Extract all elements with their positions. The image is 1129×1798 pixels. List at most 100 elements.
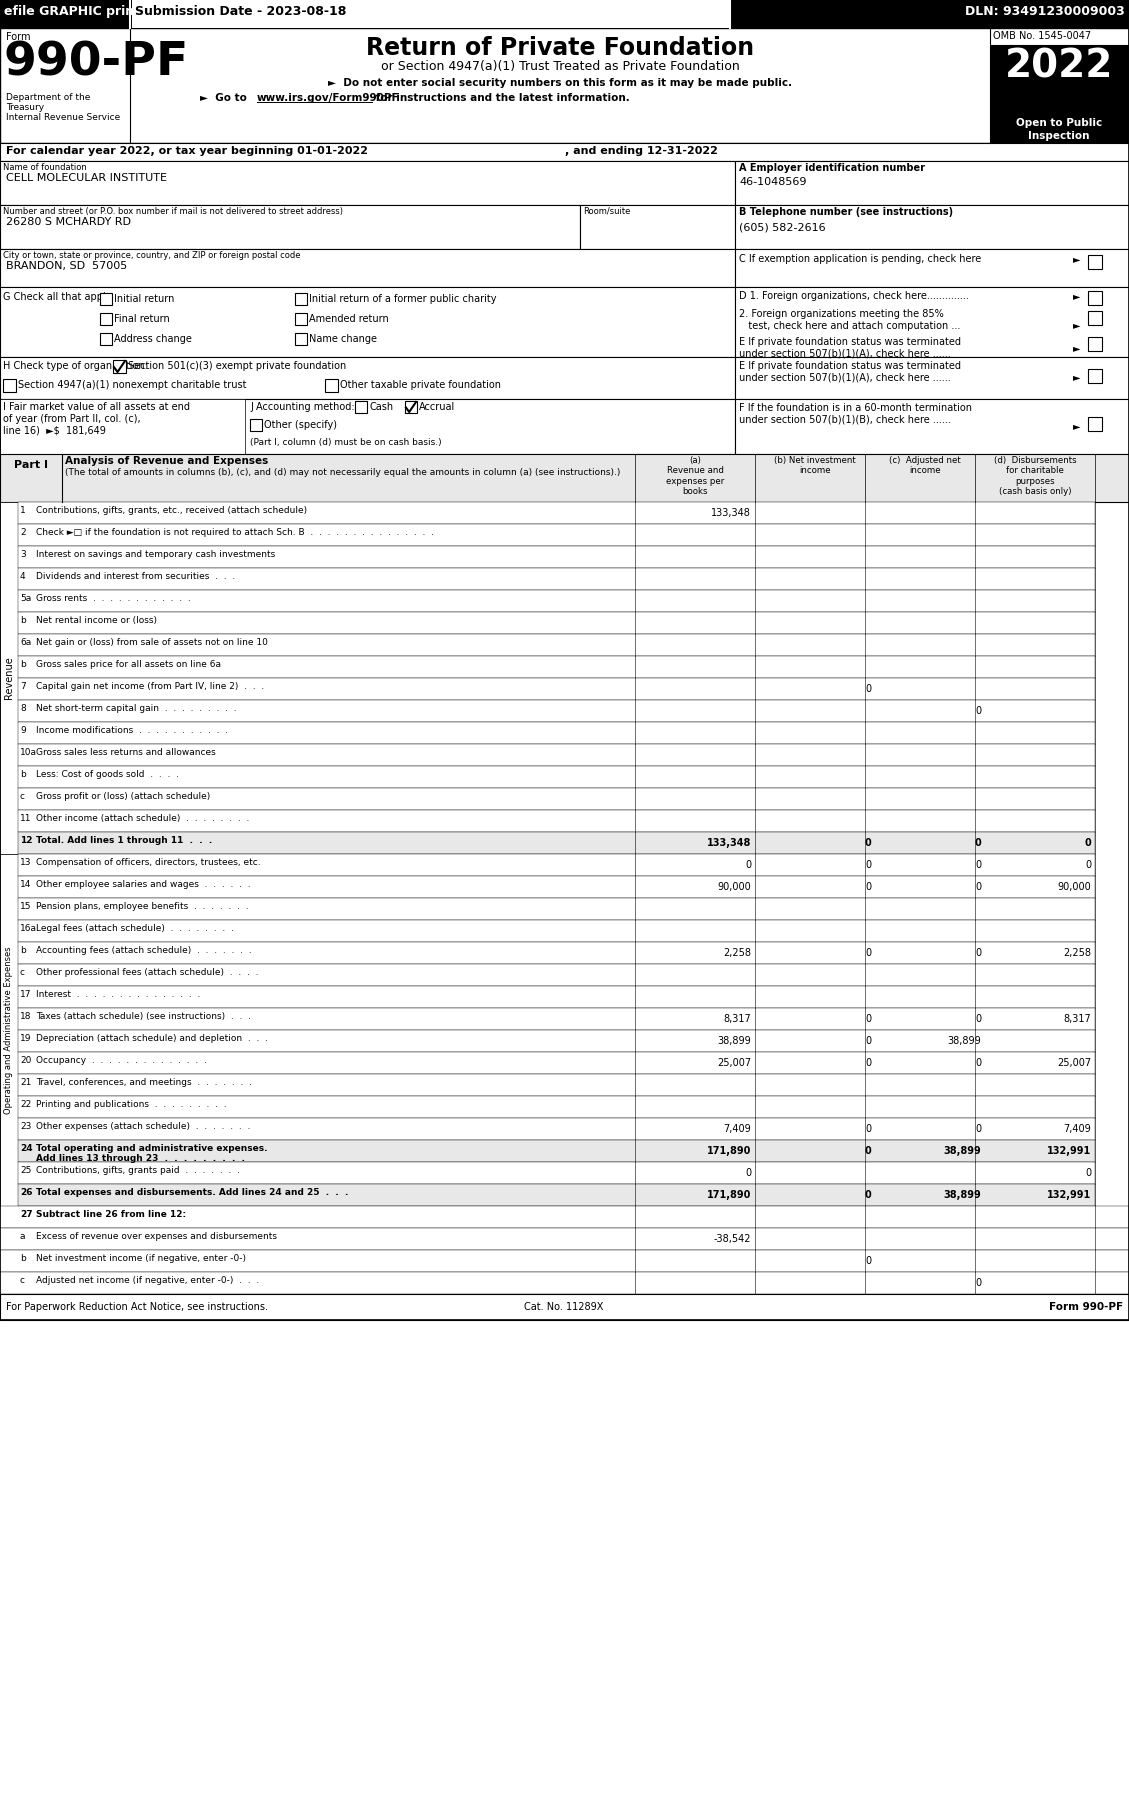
Text: b: b xyxy=(20,770,26,779)
Text: 2,258: 2,258 xyxy=(1064,948,1091,958)
Text: 0: 0 xyxy=(1085,859,1091,870)
Text: ►: ► xyxy=(1073,291,1080,300)
Text: Net short-term capital gain  .  .  .  .  .  .  .  .  .: Net short-term capital gain . . . . . . … xyxy=(36,705,237,714)
Text: Legal fees (attach schedule)  .  .  .  .  .  .  .  .: Legal fees (attach schedule) . . . . . .… xyxy=(36,924,234,933)
Text: 11: 11 xyxy=(20,814,32,823)
Text: 13: 13 xyxy=(20,858,32,867)
Bar xyxy=(18,1052,1095,1073)
Text: ►: ► xyxy=(1073,254,1080,264)
Text: 20: 20 xyxy=(20,1055,32,1064)
Text: Compensation of officers, directors, trustees, etc.: Compensation of officers, directors, tru… xyxy=(36,858,261,867)
Text: Other income (attach schedule)  .  .  .  .  .  .  .  .: Other income (attach schedule) . . . . .… xyxy=(36,814,250,823)
Bar xyxy=(18,1140,1095,1162)
Bar xyxy=(18,723,1095,744)
Text: Gross rents  .  .  .  .  .  .  .  .  .  .  .  .: Gross rents . . . . . . . . . . . . xyxy=(36,593,191,602)
Text: (605) 582-2616: (605) 582-2616 xyxy=(739,221,825,232)
Text: 9: 9 xyxy=(20,726,26,735)
Text: www.irs.gov/Form990PF: www.irs.gov/Form990PF xyxy=(257,93,400,102)
Text: 0: 0 xyxy=(974,1014,981,1025)
Bar xyxy=(0,358,735,399)
Text: Initial return: Initial return xyxy=(114,295,174,304)
Text: Name of foundation: Name of foundation xyxy=(3,164,87,173)
Text: Total expenses and disbursements. Add lines 24 and 25  .  .  .: Total expenses and disbursements. Add li… xyxy=(36,1188,349,1197)
Text: Final return: Final return xyxy=(114,315,169,324)
Text: ►: ► xyxy=(1073,421,1080,432)
Bar xyxy=(735,358,1129,399)
Text: Gross sales less returns and allowances: Gross sales less returns and allowances xyxy=(36,748,216,757)
Text: 0: 0 xyxy=(974,1278,981,1287)
Text: 3: 3 xyxy=(20,550,26,559)
Text: b: b xyxy=(20,660,26,669)
Bar xyxy=(18,832,1095,854)
Text: 0: 0 xyxy=(865,1057,870,1068)
Bar xyxy=(18,611,1095,635)
Bar xyxy=(1088,417,1102,432)
Bar xyxy=(0,144,1129,162)
Text: 2. Foreign organizations meeting the 85%
   test, check here and attach computat: 2. Foreign organizations meeting the 85%… xyxy=(739,309,961,331)
Text: for instructions and the latest information.: for instructions and the latest informat… xyxy=(371,93,630,102)
Text: 7: 7 xyxy=(20,681,26,690)
Text: Form: Form xyxy=(6,32,30,41)
Text: 0: 0 xyxy=(1085,1169,1091,1178)
Bar xyxy=(1088,311,1102,325)
Text: Open to Public
Inspection: Open to Public Inspection xyxy=(1016,119,1102,142)
Bar xyxy=(18,547,1095,568)
Bar xyxy=(0,455,1129,502)
Text: 0: 0 xyxy=(865,1145,870,1156)
Text: 14: 14 xyxy=(20,879,32,888)
Text: 0: 0 xyxy=(865,1014,870,1025)
Bar xyxy=(18,876,1095,897)
Text: 38,899: 38,899 xyxy=(947,1036,981,1046)
Text: 0: 0 xyxy=(745,859,751,870)
Text: Contributions, gifts, grants paid  .  .  .  .  .  .  .: Contributions, gifts, grants paid . . . … xyxy=(36,1165,240,1176)
Bar xyxy=(100,313,112,325)
Text: 46-1048569: 46-1048569 xyxy=(739,176,806,187)
Text: 17: 17 xyxy=(20,991,32,1000)
Bar xyxy=(990,45,1129,117)
Text: 22: 22 xyxy=(20,1100,32,1109)
Text: 133,348: 133,348 xyxy=(711,509,751,518)
Bar xyxy=(0,29,1129,1320)
Bar xyxy=(0,502,18,854)
Text: 2: 2 xyxy=(20,529,26,538)
Text: 16a: 16a xyxy=(20,924,37,933)
Bar xyxy=(18,1118,1095,1140)
Bar xyxy=(735,162,1129,205)
Text: Gross profit or (loss) (attach schedule): Gross profit or (loss) (attach schedule) xyxy=(36,791,210,800)
Bar xyxy=(100,333,112,345)
Bar xyxy=(0,1228,1129,1250)
Text: efile GRAPHIC print: efile GRAPHIC print xyxy=(5,5,140,18)
Text: Amended return: Amended return xyxy=(309,315,388,324)
Text: (The total of amounts in columns (b), (c), and (d) may not necessarily equal the: (The total of amounts in columns (b), (c… xyxy=(65,467,620,476)
Text: Other professional fees (attach schedule)  .  .  .  .: Other professional fees (attach schedule… xyxy=(36,967,259,976)
Text: 27: 27 xyxy=(20,1210,33,1219)
Text: 2022: 2022 xyxy=(1005,49,1113,86)
Text: Interest on savings and temporary cash investments: Interest on savings and temporary cash i… xyxy=(36,550,275,559)
Text: Capital gain net income (from Part IV, line 2)  .  .  .: Capital gain net income (from Part IV, l… xyxy=(36,681,264,690)
Text: 0: 0 xyxy=(865,683,870,694)
Text: 1: 1 xyxy=(20,505,26,514)
Text: 19: 19 xyxy=(20,1034,32,1043)
Text: 0: 0 xyxy=(974,838,981,849)
Bar xyxy=(18,568,1095,590)
Text: Department of the: Department of the xyxy=(6,93,90,102)
Bar xyxy=(0,205,580,248)
Text: 38,899: 38,899 xyxy=(943,1145,981,1156)
Text: 7,409: 7,409 xyxy=(724,1124,751,1135)
Text: Net rental income or (loss): Net rental income or (loss) xyxy=(36,617,157,626)
Text: Initial return of a former public charity: Initial return of a former public charit… xyxy=(309,295,497,304)
Text: Pension plans, employee benefits  .  .  .  .  .  .  .: Pension plans, employee benefits . . . .… xyxy=(36,903,248,912)
Text: Name change: Name change xyxy=(309,334,377,343)
Text: C If exemption application is pending, check here: C If exemption application is pending, c… xyxy=(739,254,981,264)
Text: 25,007: 25,007 xyxy=(717,1057,751,1068)
Text: 4: 4 xyxy=(20,572,26,581)
Text: Part I: Part I xyxy=(14,460,49,469)
Text: Occupancy  .  .  .  .  .  .  .  .  .  .  .  .  .  .: Occupancy . . . . . . . . . . . . . . xyxy=(36,1055,207,1064)
Text: 6a: 6a xyxy=(20,638,32,647)
Text: Revenue: Revenue xyxy=(5,656,14,699)
Text: -38,542: -38,542 xyxy=(714,1233,751,1244)
Text: 0: 0 xyxy=(974,1124,981,1135)
Text: Dividends and interest from securities  .  .  .: Dividends and interest from securities .… xyxy=(36,572,235,581)
Text: Total. Add lines 1 through 11  .  .  .: Total. Add lines 1 through 11 . . . xyxy=(36,836,212,845)
Text: Printing and publications  .  .  .  .  .  .  .  .  .: Printing and publications . . . . . . . … xyxy=(36,1100,227,1109)
